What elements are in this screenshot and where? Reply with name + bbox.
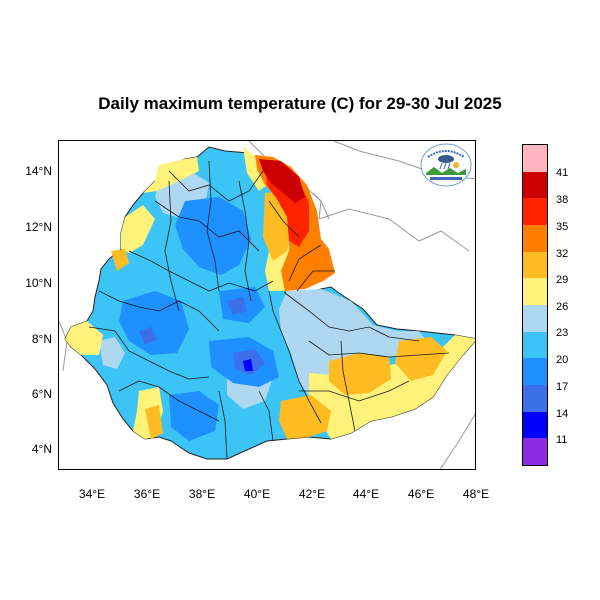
meteorology-agency-logo-icon xyxy=(420,143,472,189)
legend-swatch xyxy=(523,411,547,439)
lon-tick: 40°E xyxy=(243,487,271,501)
legend-label: 20 xyxy=(556,354,569,366)
temperature-map xyxy=(59,141,475,469)
lat-tick: 6°N xyxy=(31,387,52,401)
lat-tick: 10°N xyxy=(25,276,52,290)
legend-swatch xyxy=(523,385,547,413)
dark-red-area xyxy=(259,159,305,203)
legend-label: 23 xyxy=(556,327,569,339)
legend-swatch xyxy=(523,438,547,466)
legend-swatch xyxy=(523,305,547,333)
lon-tick: 38°E xyxy=(188,487,216,501)
lon-tick: 46°E xyxy=(407,487,435,501)
legend-label: 35 xyxy=(556,221,569,233)
lon-tick: 44°E xyxy=(352,487,380,501)
lon-tick: 48°E xyxy=(462,487,490,501)
coldest-spot xyxy=(243,359,253,371)
legend-label: 41 xyxy=(556,167,569,179)
legend-label: 11 xyxy=(556,434,568,446)
lon-tick: 42°E xyxy=(298,487,326,501)
lat-tick: 12°N xyxy=(25,220,52,234)
legend-label: 29 xyxy=(556,274,569,286)
legend-swatch xyxy=(523,225,547,253)
lon-tick: 36°E xyxy=(133,487,161,501)
legend-label: 14 xyxy=(556,408,569,420)
legend-label: 32 xyxy=(556,248,569,260)
lat-tick: 4°N xyxy=(31,442,52,456)
legend-swatch xyxy=(523,331,547,359)
legend-label: 38 xyxy=(556,194,569,206)
lat-tick: 14°N xyxy=(25,164,52,178)
legend-swatch xyxy=(523,145,547,173)
legend-swatch xyxy=(523,198,547,226)
color-legend xyxy=(522,144,548,466)
map-title: Daily maximum temperature (C) for 29-30 … xyxy=(98,94,502,113)
lon-tick: 34°E xyxy=(78,487,106,501)
legend-swatch xyxy=(523,278,547,306)
lat-tick: 8°N xyxy=(31,332,52,346)
legend-swatch xyxy=(523,251,547,279)
orange-areas xyxy=(111,191,447,439)
admin-boundaries xyxy=(88,160,450,460)
legend-swatch xyxy=(523,171,547,199)
legend-swatch xyxy=(523,358,547,386)
legend-label: 26 xyxy=(556,301,569,313)
legend-label: 17 xyxy=(556,381,569,393)
map-frame xyxy=(58,140,476,470)
